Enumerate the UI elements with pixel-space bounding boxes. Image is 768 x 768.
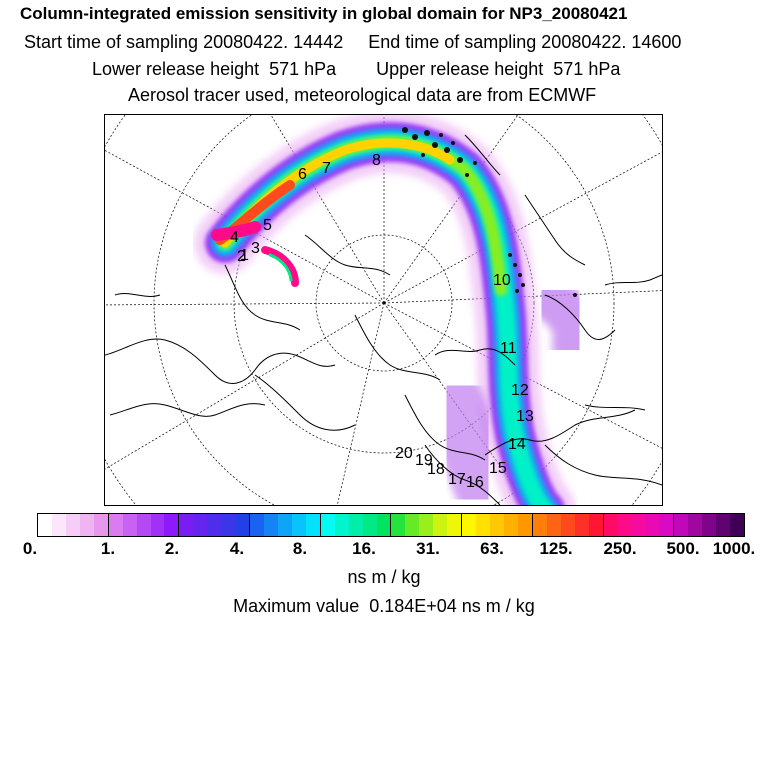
colorbar: [37, 513, 745, 537]
svg-text:18: 18: [427, 461, 445, 478]
svg-text:5: 5: [263, 217, 272, 234]
colorbar-tick-label: 8.: [292, 539, 308, 558]
svg-text:17: 17: [448, 471, 466, 488]
colorbar-segment: [277, 514, 292, 536]
colorbar-tick-label: 250.: [603, 539, 637, 558]
colorbar-segment: [546, 514, 561, 536]
sensitivity-plume: [194, 115, 599, 505]
colorbar-segment: [164, 514, 180, 536]
colorbar-segment: [433, 514, 448, 536]
svg-text:13: 13: [516, 408, 534, 425]
plot-title: Column-integrated emission sensitivity i…: [20, 4, 628, 23]
colorbar-segment: [645, 514, 660, 536]
colorbar-tick-label: 1000.: [712, 539, 756, 558]
colorbar-tick-label: 500.: [666, 539, 700, 558]
colorbar-segment: [419, 514, 434, 536]
colorbar-tick-label: 31.: [416, 539, 440, 558]
tracer-info-line: Aerosol tracer used, meteorological data…: [128, 85, 597, 105]
colorbar-segment: [65, 514, 80, 536]
colorbar-unit-label: ns m / kg: [347, 567, 421, 587]
colorbar-segment: [729, 514, 744, 536]
colorbar-segment: [79, 514, 94, 536]
colorbar-segment: [503, 514, 518, 536]
colorbar-tick-label: 63.: [480, 539, 504, 558]
svg-text:19: 19: [415, 452, 433, 469]
colorbar-segment: [305, 514, 321, 536]
svg-text:10: 10: [493, 272, 511, 289]
colorbar-tick-label: 2.: [164, 539, 180, 558]
colorbar-segment: [93, 514, 109, 536]
colorbar-segment: [517, 514, 533, 536]
colorbar-segment: [362, 514, 377, 536]
colorbar-tick-label: 16.: [352, 539, 376, 558]
svg-text:7: 7: [322, 160, 331, 177]
coastlines: [105, 134, 662, 505]
colorbar-segment: [221, 514, 236, 536]
colorbar-segment: [207, 514, 222, 536]
svg-text:16: 16: [466, 474, 484, 491]
emission-sensitivity-map: 1 2 3 4 5 6 7 8 10 11 12 13 14 15 16 17 …: [104, 114, 663, 506]
colorbar-segment: [136, 514, 151, 536]
colorbar-segment: [264, 514, 278, 536]
svg-text:3: 3: [251, 240, 260, 257]
colorbar-segment: [51, 514, 66, 536]
colorbar-segment: [476, 514, 490, 536]
colorbar-tick-label: 4.: [229, 539, 245, 558]
colorbar-segment: [334, 514, 349, 536]
colorbar-segment: [631, 514, 646, 536]
colorbar-tick-label: 0.: [22, 539, 38, 558]
colorbar-segment: [320, 514, 335, 536]
svg-text:8: 8: [372, 152, 381, 169]
trajectory-labels: 1 2 3 4 5 6 7 8 10 11 12 13 14 15 16 17 …: [230, 152, 534, 491]
colorbar-segment: [688, 514, 703, 536]
colorbar-segment: [108, 514, 123, 536]
colorbar-segment: [291, 514, 306, 536]
colorbar-segment: [391, 514, 406, 536]
colorbar-segment: [235, 514, 251, 536]
colorbar-segment: [376, 514, 392, 536]
colorbar-segment: [447, 514, 463, 536]
colorbar-segment: [702, 514, 716, 536]
colorbar-segment: [659, 514, 675, 536]
colorbar-segment: [532, 514, 547, 536]
colorbar-segment: [193, 514, 208, 536]
colorbar-segment: [603, 514, 618, 536]
colorbar-segment: [674, 514, 689, 536]
svg-text:1: 1: [240, 247, 249, 264]
colorbar-segment: [405, 514, 420, 536]
release-height-line: Lower release height 571 hPa Upper relea…: [92, 59, 621, 79]
colorbar-segment: [150, 514, 165, 536]
svg-text:2: 2: [237, 248, 246, 265]
colorbar-tick-label: 125.: [539, 539, 573, 558]
colorbar-segment: [250, 514, 264, 536]
source-dots: [402, 127, 577, 297]
maximum-value-text: Maximum value 0.184E+04 ns m / kg: [233, 596, 535, 616]
colorbar-segment: [179, 514, 194, 536]
colorbar-segment: [560, 514, 575, 536]
colorbar-segment: [38, 514, 52, 536]
svg-text:6: 6: [298, 166, 307, 183]
colorbar-segment: [490, 514, 504, 536]
colorbar-segment: [716, 514, 730, 536]
svg-text:12: 12: [511, 382, 529, 399]
svg-text:4: 4: [230, 229, 239, 246]
svg-text:15: 15: [489, 460, 507, 477]
colorbar-segment: [588, 514, 604, 536]
svg-text:20: 20: [395, 445, 413, 462]
svg-text:11: 11: [500, 340, 517, 357]
colorbar-segment: [617, 514, 632, 536]
colorbar-segment: [348, 514, 363, 536]
colorbar-tick-label: 1.: [100, 539, 116, 558]
svg-text:14: 14: [508, 436, 526, 453]
sampling-time-line: Start time of sampling 20080422. 14442 E…: [24, 32, 682, 52]
colorbar-segment: [462, 514, 477, 536]
colorbar-segment: [574, 514, 589, 536]
colorbar-segment: [122, 514, 137, 536]
